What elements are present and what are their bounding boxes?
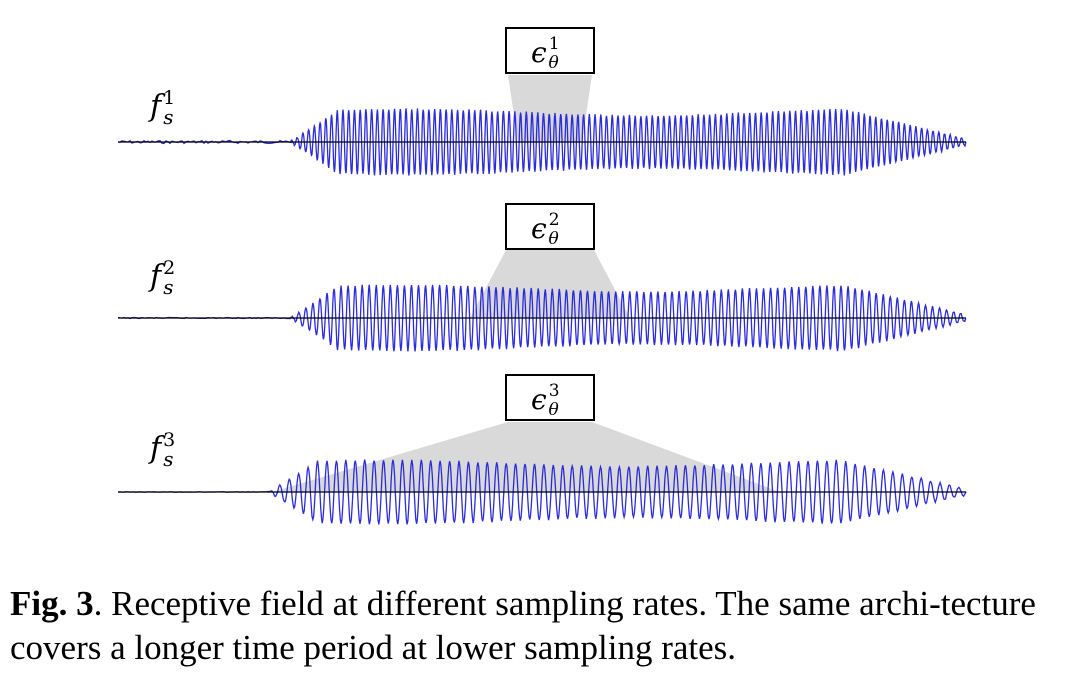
receptive-field-region-3	[272, 422, 780, 492]
figure-label: Fig. 3	[10, 584, 94, 623]
model-box-3	[505, 374, 595, 421]
waveform-2	[117, 284, 967, 352]
caption-text: . Receptive field at different sampling …	[10, 584, 1036, 667]
waveform-3	[117, 459, 967, 525]
receptive-field-region-2	[470, 250, 630, 318]
figure-caption: Fig. 3. Receptive field at different sam…	[10, 582, 1075, 670]
model-box-1	[505, 27, 595, 74]
waveform-1	[117, 108, 967, 176]
model-box-2	[505, 203, 595, 250]
